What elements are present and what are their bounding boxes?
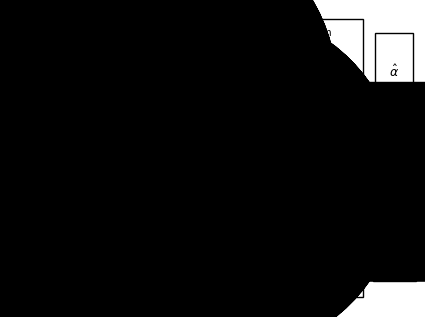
Text: $\hat{I}$($\lambda$)=: $\hat{I}$($\lambda$)= (244, 256, 272, 273)
Text: Imaging
System
in Air: Imaging System in Air (171, 41, 213, 77)
Text: $\hat{\beta}$: $\hat{\beta}$ (389, 99, 399, 121)
Text: Modeling: Modeling (226, 9, 291, 22)
Bar (96, 29, 149, 89)
Text: Object II: Object II (101, 244, 144, 254)
Text: Restoration System: Restoration System (247, 220, 349, 230)
Bar (234, 19, 363, 188)
Text: Imaging
System
in Water: Imaging System in Water (170, 230, 214, 266)
Bar (161, 108, 223, 180)
Bar (161, 23, 223, 94)
Text: Restoration: Restoration (262, 296, 344, 309)
Text: $\hat{\alpha}$: $\hat{\alpha}$ (389, 63, 399, 80)
Text: e$^{\hat{\alpha}(\lambda)L}$ $\hat{\beta}$($\lambda$): e$^{\hat{\alpha}(\lambda)L}$ $\hat{\beta… (287, 263, 337, 281)
Text: Image
in
Air: Image in Air (377, 233, 412, 269)
Bar (96, 219, 149, 279)
Text: Object  I: Object I (101, 54, 144, 64)
Bar (374, 33, 414, 187)
Text: I($\lambda$)-$\hat{b}$($\lambda$): I($\lambda$)-$\hat{b}$($\lambda$) (291, 242, 334, 259)
Text: $\hat{\alpha}$ $\hat{\beta}$ $\hat{b}$ =arg $\underset{\alpha\,\beta\,b}{\min}$ : $\hat{\alpha}$ $\hat{\beta}$ $\hat{b}$ =… (241, 39, 323, 63)
Bar (161, 212, 223, 284)
Bar (234, 212, 363, 297)
Text: I(x,y,$\lambda$)-$\hat{I}$(x,y,$\lambda$)  $\|_2^2$: I(x,y,$\lambda$)-$\hat{I}$(x,y,$\lambda$… (241, 61, 329, 81)
Text: Imaging
System
in Water: Imaging System in Water (170, 126, 214, 162)
Bar (373, 222, 416, 281)
Text: where: where (241, 88, 270, 99)
Text: Modeling System: Modeling System (242, 28, 332, 38)
Text: $\cdot$e$^{\hat{\alpha}L}$ $\hat{\beta}$ - $\hat{b}$: $\cdot$e$^{\hat{\alpha}L}$ $\hat{\beta}$… (248, 126, 293, 144)
Text: $\hat{I}$(x,y,$\lambda$)=I$_w$(x,y,z,$\lambda$): $\hat{I}$(x,y,$\lambda$)=I$_w$(x,y,z,$\l… (248, 106, 340, 125)
Text: $\hat{b}$: $\hat{b}$ (389, 139, 399, 158)
